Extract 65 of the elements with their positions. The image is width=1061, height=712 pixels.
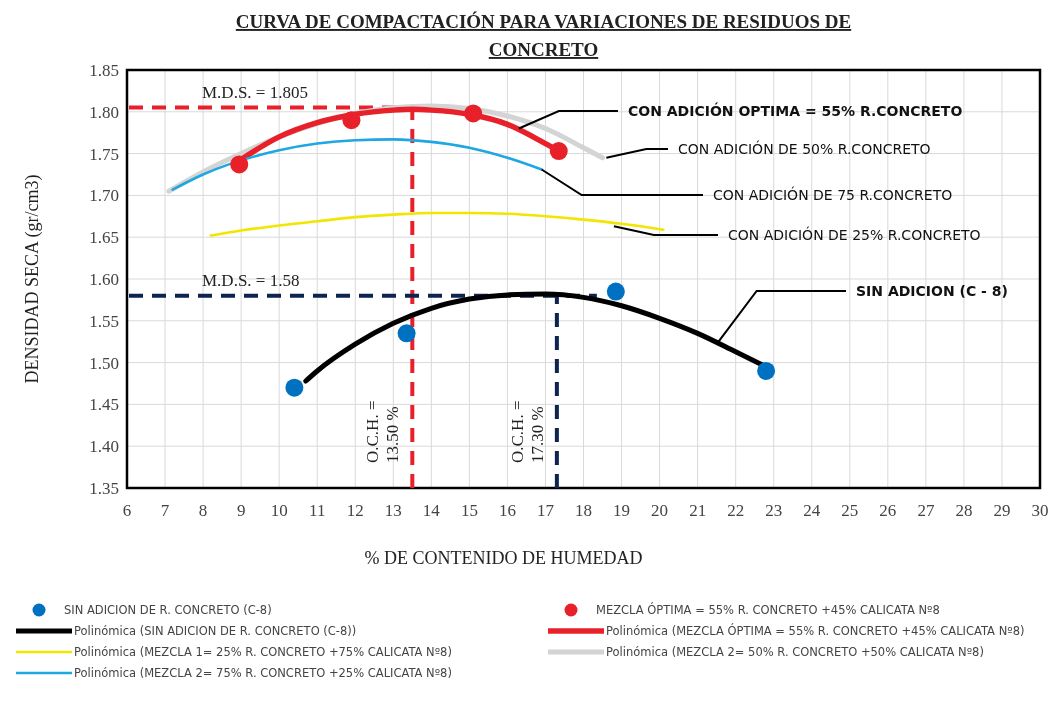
point <box>464 104 483 123</box>
x-tick-label: 14 <box>422 501 441 520</box>
annotation: CON ADICIÓN DE 75 R.CONCRETO <box>713 186 953 203</box>
y-tick-label: 1.75 <box>89 144 119 164</box>
x-tick-label: 27 <box>917 501 935 520</box>
x-axis-title: % DE CONTENIDO DE HUMEDAD <box>364 548 643 568</box>
x-tick-label: 7 <box>160 501 170 520</box>
ref-line-label: O.C.H. = 13.50 % <box>363 400 403 463</box>
line-series <box>209 211 665 237</box>
point <box>230 155 249 174</box>
y-tick-label: 1.35 <box>89 479 119 498</box>
ref-line-label: O.C.H. = 17.30 % <box>507 400 547 463</box>
annotation: CON ADICIÓN DE 50% R.CONCRETO <box>678 140 931 157</box>
legend-label: Polinómica (MEZCLA 2= 50% R. CONCRETO +50% CALICATA Nº8) <box>606 645 984 659</box>
y-tick-label: 1.85 <box>89 61 119 80</box>
legend-label: MEZCLA ÓPTIMA = 55% R. CONCRETO +45% CALICATA Nº8 <box>596 602 940 617</box>
chart-title: CURVA DE COMPACTACIÓN PARA VARIACIONES DE RESIDUOS DE CONCRETO <box>235 11 852 60</box>
x-tick-label: 12 <box>346 501 364 520</box>
x-tick-label: 17 <box>536 501 555 520</box>
x-tick-label: 23 <box>765 501 783 520</box>
x-tick-label: 8 <box>198 501 208 520</box>
x-tick-label: 24 <box>803 501 821 520</box>
legend-label: Polinómica (MEZCLA 1= 25% R. CONCRETO +75% CALICATA Nº8) <box>74 645 452 659</box>
annotation: CON ADICIÓN OPTIMA = 55% R.CONCRETO <box>628 102 963 119</box>
point <box>549 142 568 161</box>
y-tick-label: 1.55 <box>89 311 119 331</box>
x-tick-label: 20 <box>651 501 669 520</box>
x-tick-label: 19 <box>613 501 631 520</box>
legend-label: SIN ADICION DE R. CONCRETO (C-8) <box>64 603 272 617</box>
ref-line-label: M.D.S. = 1.805 <box>202 82 308 102</box>
x-tick-label: 29 <box>993 501 1011 520</box>
y-tick-label: 1.50 <box>89 353 119 373</box>
x-tick-label: 18 <box>575 501 592 520</box>
x-tick-label: 10 <box>270 501 288 520</box>
line-series <box>171 138 543 191</box>
legend-label: Polinómica (MEZCLA ÓPTIMA = 55% R. CONCRETO +45% CALICATA Nº8) <box>606 623 1025 638</box>
x-tick-label: 15 <box>460 501 478 520</box>
x-tick-label: 26 <box>879 501 897 520</box>
point <box>342 111 361 130</box>
annotation: CON ADICIÓN DE 25% R.CONCRETO <box>728 226 981 243</box>
x-tick-label: 6 <box>122 501 132 520</box>
point <box>757 361 776 380</box>
y-tick-label: 1.65 <box>89 228 119 248</box>
legend-label: Polinómica (MEZCLA 2= 75% R. CONCRETO +25% CALICATA Nº8) <box>74 666 452 680</box>
y-tick-label: 1.70 <box>89 186 119 206</box>
x-tick-label: 30 <box>1031 501 1049 520</box>
x-tick-label: 16 <box>498 501 516 520</box>
y-tick-label: 1.40 <box>89 437 119 457</box>
x-tick-label: 9 <box>236 501 246 520</box>
x-tick-label: 28 <box>955 501 973 520</box>
ref-line-label: M.D.S. = 1.58 <box>202 270 300 290</box>
point <box>606 282 625 301</box>
x-tick-label: 13 <box>384 501 402 520</box>
y-axis-title: DENSIDAD SECA (gr/cm3) <box>22 174 43 384</box>
point <box>285 378 304 397</box>
y-tick-label: 1.80 <box>89 102 119 122</box>
x-tick-label: 21 <box>689 501 707 520</box>
y-tick-label: 1.60 <box>89 270 119 289</box>
annotation: SIN ADICION (C - 8) <box>856 283 1008 299</box>
point <box>397 324 416 343</box>
x-tick-label: 22 <box>727 501 745 520</box>
y-tick-label: 1.45 <box>89 395 119 415</box>
x-tick-label: 11 <box>309 501 326 520</box>
x-tick-label: 25 <box>841 501 859 520</box>
legend-label: Polinómica (SIN ADICION DE R. CONCRETO (C-8)) <box>74 624 357 638</box>
